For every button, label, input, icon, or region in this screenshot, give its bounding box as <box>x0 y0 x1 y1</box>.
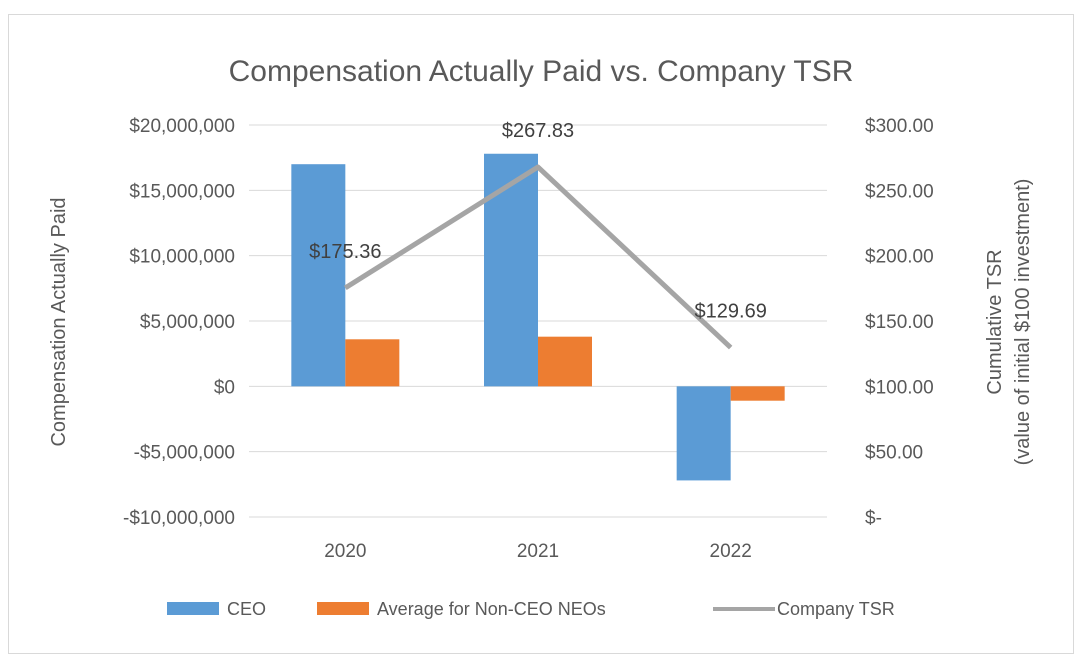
y2-tick-label: $50.00 <box>865 443 923 464</box>
legend-swatch-non-ceo <box>317 602 369 615</box>
legend-label-tsr: Company TSR <box>777 599 895 619</box>
legend-label-ceo: CEO <box>227 599 266 619</box>
bar-ceo-2022 <box>676 386 731 481</box>
bar-average-for-non-ceo-neos-2020 <box>345 339 400 387</box>
y2-tick-label: $300.00 <box>865 116 934 137</box>
y-axis-title: Compensation Actually Paid <box>48 197 70 446</box>
y2-tick-label: $200.00 <box>865 247 934 268</box>
legend: CEO Average for Non-CEO NEOs Company TSR <box>167 599 895 619</box>
legend-label-non-ceo: Average for Non-CEO NEOs <box>377 599 606 619</box>
legend-swatch-ceo <box>167 602 219 615</box>
y2-tick-label: $150.00 <box>865 312 934 333</box>
tsr-data-label: $267.83 <box>502 120 574 142</box>
y-tick-label: -$10,000,000 <box>123 508 235 529</box>
tsr-data-label: $129.69 <box>695 301 767 323</box>
bar-ceo-2020 <box>291 164 346 387</box>
bar-average-for-non-ceo-neos-2022 <box>730 386 785 401</box>
bar-ceo-2021 <box>484 153 538 387</box>
y2-tick-label: $- <box>865 508 882 529</box>
y-tick-label: $15,000,000 <box>129 181 235 202</box>
chart: Compensation Actually Paid vs. Company T… <box>48 55 1034 619</box>
y2-axis-subtitle: (value of initial $100 investment) <box>1012 179 1034 466</box>
tsr-data-label: $175.36 <box>309 241 381 263</box>
y-tick-label: $10,000,000 <box>129 247 235 268</box>
bar-average-for-non-ceo-neos-2021 <box>538 336 592 387</box>
y2-tick-label: $100.00 <box>865 377 934 398</box>
x-tick-label: 2021 <box>517 541 559 562</box>
chart-frame: Compensation Actually Paid vs. Company T… <box>8 14 1074 654</box>
y2-tick-label: $250.00 <box>865 181 934 202</box>
y-tick-label: $5,000,000 <box>140 312 235 333</box>
y-tick-label: $0 <box>214 377 235 398</box>
y-tick-label: $20,000,000 <box>129 116 235 137</box>
y-tick-label: -$5,000,000 <box>134 443 235 464</box>
x-tick-label: 2020 <box>324 541 366 562</box>
x-tick-label: 2022 <box>710 541 752 562</box>
chart-title: Compensation Actually Paid vs. Company T… <box>229 55 854 88</box>
y2-axis-title: Cumulative TSR <box>984 249 1006 394</box>
